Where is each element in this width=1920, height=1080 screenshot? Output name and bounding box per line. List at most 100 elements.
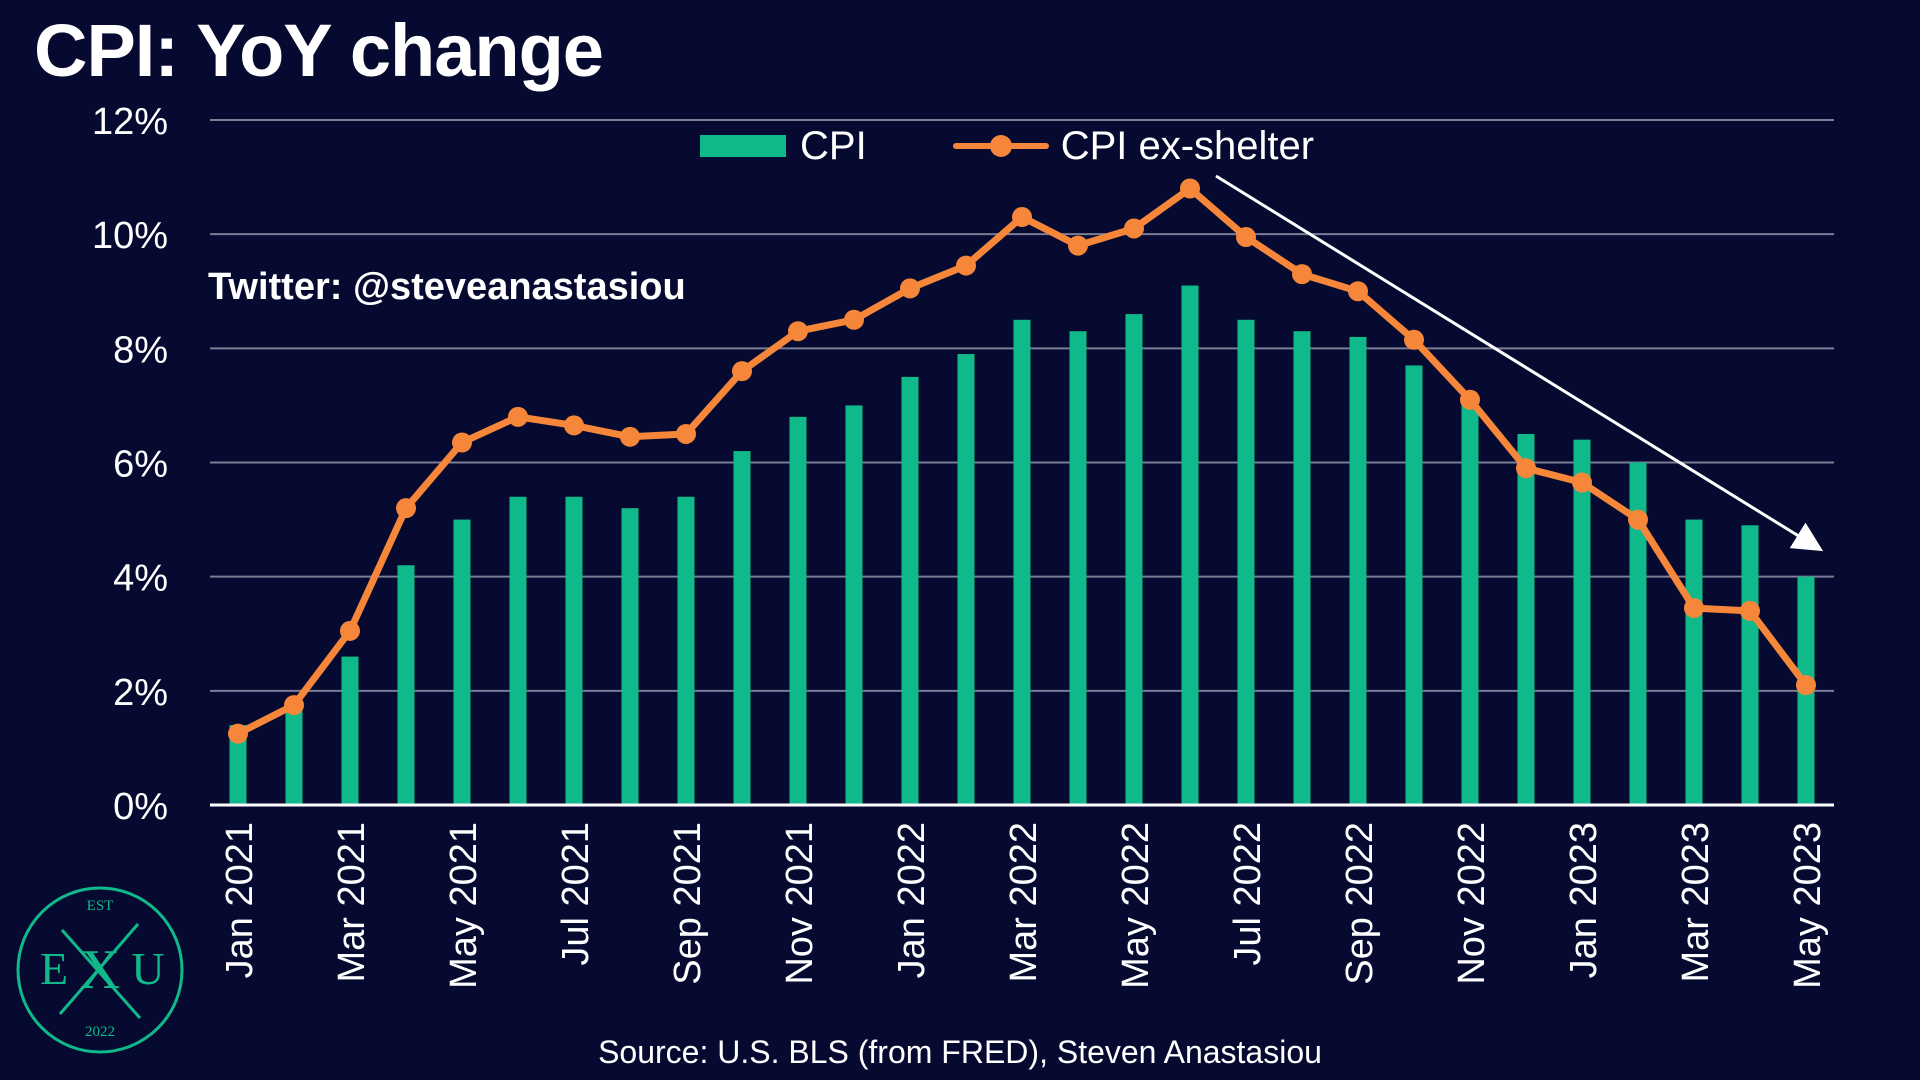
cpi-ex-shelter-point	[620, 426, 640, 447]
cpi-bar	[1685, 519, 1703, 805]
x-tick-label: May 2022	[1115, 822, 1157, 989]
x-tick-label: Mar 2023	[1675, 822, 1717, 983]
y-tick-label: 12%	[92, 101, 168, 143]
x-tick-label: Nov 2021	[779, 822, 821, 985]
twitter-handle: Twitter: @steveanastasiou	[208, 266, 686, 308]
trend-arrow	[1215, 174, 1824, 552]
y-tick-label: 2%	[113, 672, 168, 714]
cpi-ex-shelter-point	[1684, 598, 1704, 619]
cpi-ex-shelter-point	[564, 415, 584, 436]
cpi-bar	[565, 496, 583, 805]
cpi-bar	[1125, 314, 1143, 805]
y-tick-label: 4%	[113, 558, 168, 600]
cpi-bars	[229, 285, 1815, 806]
y-tick-label: 10%	[92, 215, 168, 257]
cpi-ex-shelter-point	[1628, 509, 1648, 530]
cpi-bar	[901, 376, 919, 805]
legend-swatch-cpi-ex-shelter	[952, 135, 1049, 157]
logo-year: 2022	[85, 1024, 115, 1040]
y-tick-label: 0%	[113, 786, 168, 828]
y-tick-label: 6%	[113, 444, 168, 486]
cpi-ex-shelter-point	[956, 255, 976, 276]
legend-label-cpi: CPI	[800, 123, 867, 168]
legend: CPI CPI ex-shelter	[700, 122, 1314, 170]
cpi-bar	[1181, 285, 1199, 806]
cpi-ex-shelter-point	[1292, 264, 1312, 285]
x-tick-label: May 2021	[443, 822, 485, 989]
cpi-bar	[733, 451, 751, 805]
cpi-bar	[845, 405, 863, 805]
legend-label-cpi-ex-shelter: CPI ex-shelter	[1060, 123, 1315, 168]
cpi-ex-shelter-point	[1740, 600, 1760, 621]
cpi-bar	[1573, 439, 1591, 805]
cpi-bar	[677, 496, 695, 805]
x-tick-label: Jul 2021	[555, 822, 597, 966]
cpi-bar	[1461, 399, 1479, 805]
source-note: Source: U.S. BLS (from FRED), Steven Ana…	[598, 1034, 1322, 1070]
y-axis-ticks: 0% 2% 4% 6% 8% 10% 12%	[92, 101, 168, 828]
x-tick-label: Sep 2022	[1339, 822, 1381, 985]
legend-swatch-cpi	[700, 135, 786, 157]
cpi-bar	[1405, 365, 1423, 805]
cpi-ex-shelter-point	[676, 423, 696, 444]
cpi-bar	[229, 725, 247, 805]
cpi-bar	[1293, 331, 1311, 805]
cpi-ex-shelter-point	[1460, 389, 1480, 410]
logo-est: EST	[87, 898, 114, 914]
x-tick-label: Jan 2022	[891, 822, 933, 978]
x-tick-label: Sep 2021	[667, 822, 709, 985]
cpi-ex-shelter-point	[340, 620, 360, 641]
cpi-ex-shelter-point	[1572, 472, 1592, 493]
cpi-ex-shelter-point	[1180, 178, 1200, 199]
legend-item-cpi-ex-shelter: CPI ex-shelter	[952, 123, 1315, 169]
cpi-ex-shelter-point	[1068, 235, 1088, 256]
cpi-bar	[453, 519, 471, 805]
cpi-ex-shelter-point	[844, 309, 864, 330]
cpi-bar	[1069, 331, 1087, 805]
cpi-ex-shelter-point	[900, 278, 920, 299]
cpi-ex-shelter-point	[788, 321, 808, 342]
chart-title: CPI: YoY change	[34, 9, 604, 92]
cpi-ex-shelter-line	[228, 178, 1816, 744]
x-axis-ticks: Jan 2021 Mar 2021 May 2021 Jul 2021 Sep 2021…	[219, 822, 1829, 989]
cpi-ex-shelter-point	[1012, 207, 1032, 228]
legend-item-cpi: CPI	[700, 124, 867, 169]
cpi-bar	[1629, 462, 1647, 805]
cpi-ex-shelter-point	[396, 498, 416, 519]
cpi-bar	[341, 656, 359, 805]
cpi-bar	[789, 416, 807, 805]
cpi-ex-shelter-point	[1124, 218, 1144, 239]
x-tick-label: May 2023	[1787, 822, 1829, 989]
cpi-bar	[1741, 525, 1759, 805]
x-tick-label: Mar 2021	[331, 822, 373, 983]
cpi-bar	[1517, 433, 1535, 805]
cpi-ex-shelter-point	[1404, 329, 1424, 350]
x-tick-label: Jul 2022	[1227, 822, 1269, 966]
cpi-ex-shelter-point	[284, 695, 304, 716]
cpi-ex-shelter-point	[1796, 675, 1816, 696]
cpi-bar	[285, 707, 303, 805]
y-tick-label: 8%	[113, 329, 168, 371]
logo-letter-x: X	[80, 939, 120, 1001]
cpi-ex-shelter-point	[1516, 458, 1536, 479]
x-tick-label: Mar 2022	[1003, 822, 1045, 983]
logo-letter-e: E	[40, 943, 68, 994]
cpi-ex-shelter-point	[732, 361, 752, 382]
logo-letter-u: U	[131, 943, 164, 994]
cpi-ex-shelter-point	[1236, 227, 1256, 248]
cpi-bar	[509, 496, 527, 805]
cpi-ex-shelter-point	[1348, 281, 1368, 302]
cpi-bar	[957, 354, 975, 805]
cpi-ex-shelter-point	[508, 406, 528, 427]
x-tick-label: Nov 2022	[1451, 822, 1493, 985]
cpi-bar	[1013, 319, 1031, 805]
exu-logo: EST E X U 2022	[16, 886, 184, 1054]
cpi-bar	[1237, 319, 1255, 805]
cpi-ex-shelter-point	[452, 432, 472, 453]
cpi-ex-shelter-point	[228, 723, 248, 744]
cpi-bar	[621, 508, 639, 805]
x-tick-label: Jan 2023	[1563, 822, 1605, 978]
cpi-bar	[1349, 336, 1367, 805]
x-tick-label: Jan 2021	[219, 822, 261, 978]
